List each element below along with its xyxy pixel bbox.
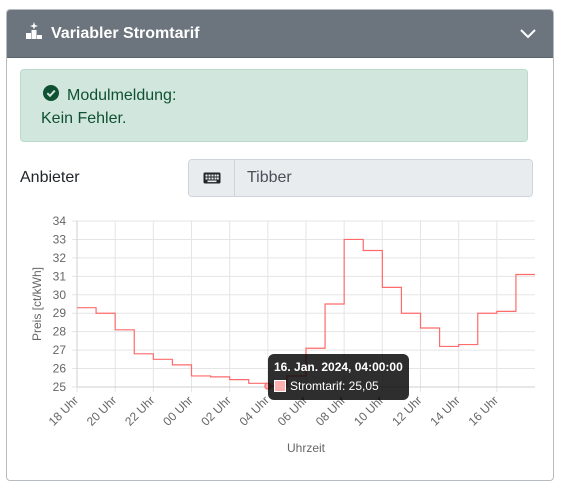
- x-tick-label: 16 Uhr: [466, 393, 501, 428]
- y-tick-label: 27: [53, 343, 67, 357]
- alert-message: Kein Fehler.: [41, 110, 127, 127]
- y-tick-label: 33: [53, 232, 67, 246]
- podium-sparkle-icon: [25, 22, 43, 45]
- x-tick-label: 18 Uhr: [46, 393, 81, 428]
- x-tick-label: 00 Uhr: [160, 393, 195, 428]
- x-tick-label: 02 Uhr: [198, 393, 233, 428]
- provider-field[interactable]: [235, 160, 532, 196]
- tooltip-label: Stromtarif: 25,05: [290, 379, 379, 393]
- provider-label: Anbieter: [20, 169, 80, 186]
- tooltip-title: 16. Jan. 2024, 04:00:00: [274, 360, 403, 374]
- keyboard-icon: [189, 160, 235, 196]
- module-status-alert: Modulmeldung: Kein Fehler.: [20, 69, 528, 142]
- x-axis-title: Uhrzeit: [287, 441, 326, 455]
- chart-tooltip: 16. Jan. 2024, 04:00:00 Stromtarif: 25,0…: [268, 354, 409, 400]
- provider-input-group: [188, 159, 533, 197]
- y-tick-label: 26: [53, 362, 67, 376]
- tooltip-swatch: [274, 380, 286, 392]
- chevron-down-icon[interactable]: [517, 23, 539, 45]
- x-tick-label: 20 Uhr: [84, 393, 119, 428]
- y-axis-title: Preis [ct/kWh]: [30, 267, 44, 341]
- x-tick-label: 04 Uhr: [237, 393, 272, 428]
- card-header[interactable]: Variabler Stromtarif: [7, 10, 553, 58]
- y-tick-label: 25: [53, 380, 67, 394]
- y-tick-label: 28: [53, 325, 67, 339]
- x-tick-label: 14 Uhr: [427, 393, 462, 428]
- y-tick-label: 34: [53, 214, 67, 228]
- alert-title: Modulmeldung:: [67, 86, 177, 104]
- y-tick-label: 31: [53, 269, 67, 283]
- y-tick-label: 30: [53, 288, 67, 302]
- y-tick-label: 29: [53, 306, 67, 320]
- check-circle-icon: [43, 85, 59, 106]
- card-title: Variabler Stromtarif: [51, 24, 200, 42]
- y-tick-label: 32: [53, 251, 67, 265]
- x-tick-label: 22 Uhr: [122, 393, 157, 428]
